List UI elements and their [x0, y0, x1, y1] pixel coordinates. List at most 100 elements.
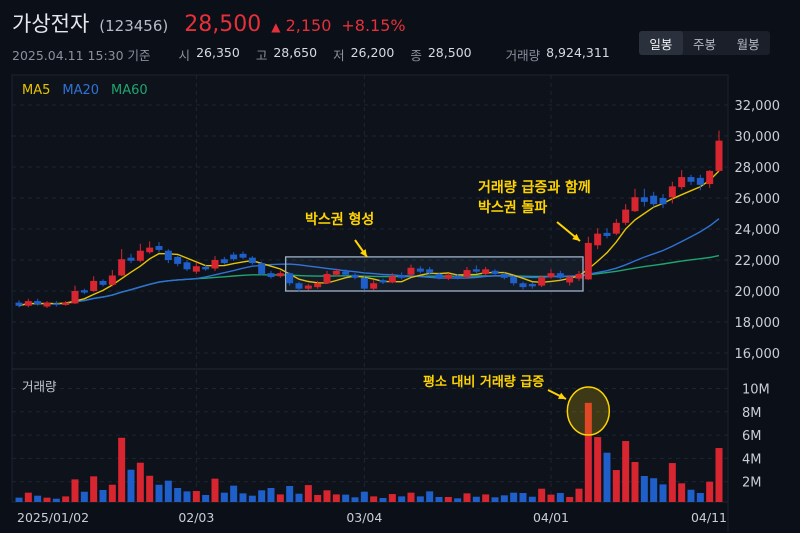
candle: [24, 298, 32, 308]
candle: [603, 228, 611, 239]
tab-monthly[interactable]: 월봉: [736, 36, 760, 52]
volume-bar: [594, 437, 602, 502]
candle-body: [295, 283, 303, 289]
volume-bar: [584, 402, 592, 502]
candle-body: [99, 280, 107, 285]
volume-tick-label: 2M: [742, 476, 762, 491]
candle: [454, 273, 462, 280]
candle: [258, 261, 266, 276]
volume-bar: [463, 493, 471, 502]
open-value: 26,350: [196, 45, 240, 60]
volume-panel-title: 거래량: [22, 379, 57, 394]
candle: [463, 266, 471, 279]
annotation-breakout-line1: 거래량 급증과 함께: [478, 180, 591, 196]
candle: [650, 191, 658, 208]
candle-body: [398, 275, 406, 278]
candle: [659, 194, 667, 209]
volume-bar: [715, 448, 723, 502]
candle-body: [612, 222, 620, 234]
candle: [80, 288, 88, 295]
volume-bar: [566, 496, 574, 502]
ma-legend: MA5 MA20 MA60: [22, 83, 148, 98]
ohlc-summary: 2025.04.11 15:30 기준 시 26,350 고 28,650 저 26,…: [12, 45, 620, 64]
volume-bar: [435, 496, 443, 502]
candle: [426, 266, 434, 275]
price-tick-label: 30,000: [735, 130, 781, 145]
price-tick-label: 20,000: [735, 285, 781, 300]
candle: [687, 174, 695, 185]
price-tick-label: 24,000: [735, 223, 781, 238]
candle: [547, 269, 555, 279]
volume-bar: [668, 463, 676, 502]
price-change: ▲ 2,150: [271, 16, 331, 35]
volume-bar: [80, 491, 88, 502]
candle: [640, 188, 648, 207]
candle-body: [407, 267, 415, 275]
volume-bar: [314, 494, 322, 502]
candle-body: [239, 253, 247, 258]
volume-bar: [146, 475, 154, 502]
candle: [715, 130, 723, 172]
volume-bar: [454, 498, 462, 502]
volume-bar: [444, 496, 452, 502]
date-tick-label: 04/01: [533, 510, 569, 525]
volume-bar: [202, 494, 210, 502]
date-tick-label: 2025/01/02: [17, 510, 89, 525]
candle: [183, 260, 191, 271]
candle-body: [528, 284, 536, 287]
candle-body: [538, 277, 546, 286]
volume-bar: [164, 480, 172, 502]
candle: [90, 276, 98, 292]
candle: [62, 301, 70, 306]
as-of-time: 2025.04.11 15:30 기준: [12, 48, 151, 63]
low-label: 저: [333, 48, 345, 63]
candle-body: [696, 177, 704, 185]
open-label: 시: [178, 48, 191, 63]
volume-bar: [332, 494, 340, 502]
candle-body: [379, 280, 387, 283]
candle: [351, 273, 359, 280]
volume-bar: [370, 496, 378, 502]
chart-panel: [11, 74, 729, 503]
stock-code: (123456): [99, 17, 169, 35]
candle-body: [34, 301, 42, 305]
candle-body: [62, 302, 70, 305]
volume-bar: [230, 485, 238, 502]
candle: [239, 251, 247, 260]
candle-body: [454, 275, 462, 278]
ma5-line: [18, 170, 720, 307]
price-tick-label: 16,000: [735, 347, 781, 362]
candle: [127, 253, 135, 264]
candle-body: [108, 275, 116, 285]
candle: [136, 243, 144, 263]
candle-body: [351, 274, 359, 278]
candle-body: [519, 283, 527, 288]
legend-ma60: MA60: [111, 83, 148, 98]
candle: [622, 204, 630, 226]
current-price: 28,500: [184, 12, 262, 37]
tab-daily[interactable]: 일봉: [639, 31, 683, 55]
candle-body: [183, 262, 191, 270]
volume-arrow-icon-head: [558, 392, 566, 399]
candle-body: [640, 197, 648, 202]
candle-body: [174, 256, 182, 264]
candle-body: [715, 140, 723, 171]
date-tick-label: 04/11: [691, 510, 727, 525]
tab-weekly[interactable]: 주봉: [693, 36, 717, 52]
close-value: 28,500: [427, 45, 472, 60]
candle: [71, 285, 79, 305]
candle: [360, 276, 368, 291]
volume-spike-highlight: [566, 386, 611, 436]
candle: [323, 270, 331, 285]
candle-body: [566, 277, 574, 283]
candle-body: [342, 271, 350, 275]
candle-body: [687, 177, 695, 182]
price-tick-label: 28,000: [735, 161, 781, 176]
candle-body: [594, 233, 602, 246]
volume-bar: [239, 493, 247, 502]
volume-bar: [538, 488, 546, 502]
volume-bar: [43, 497, 51, 502]
volume-bar: [136, 462, 144, 502]
candle: [304, 284, 312, 291]
